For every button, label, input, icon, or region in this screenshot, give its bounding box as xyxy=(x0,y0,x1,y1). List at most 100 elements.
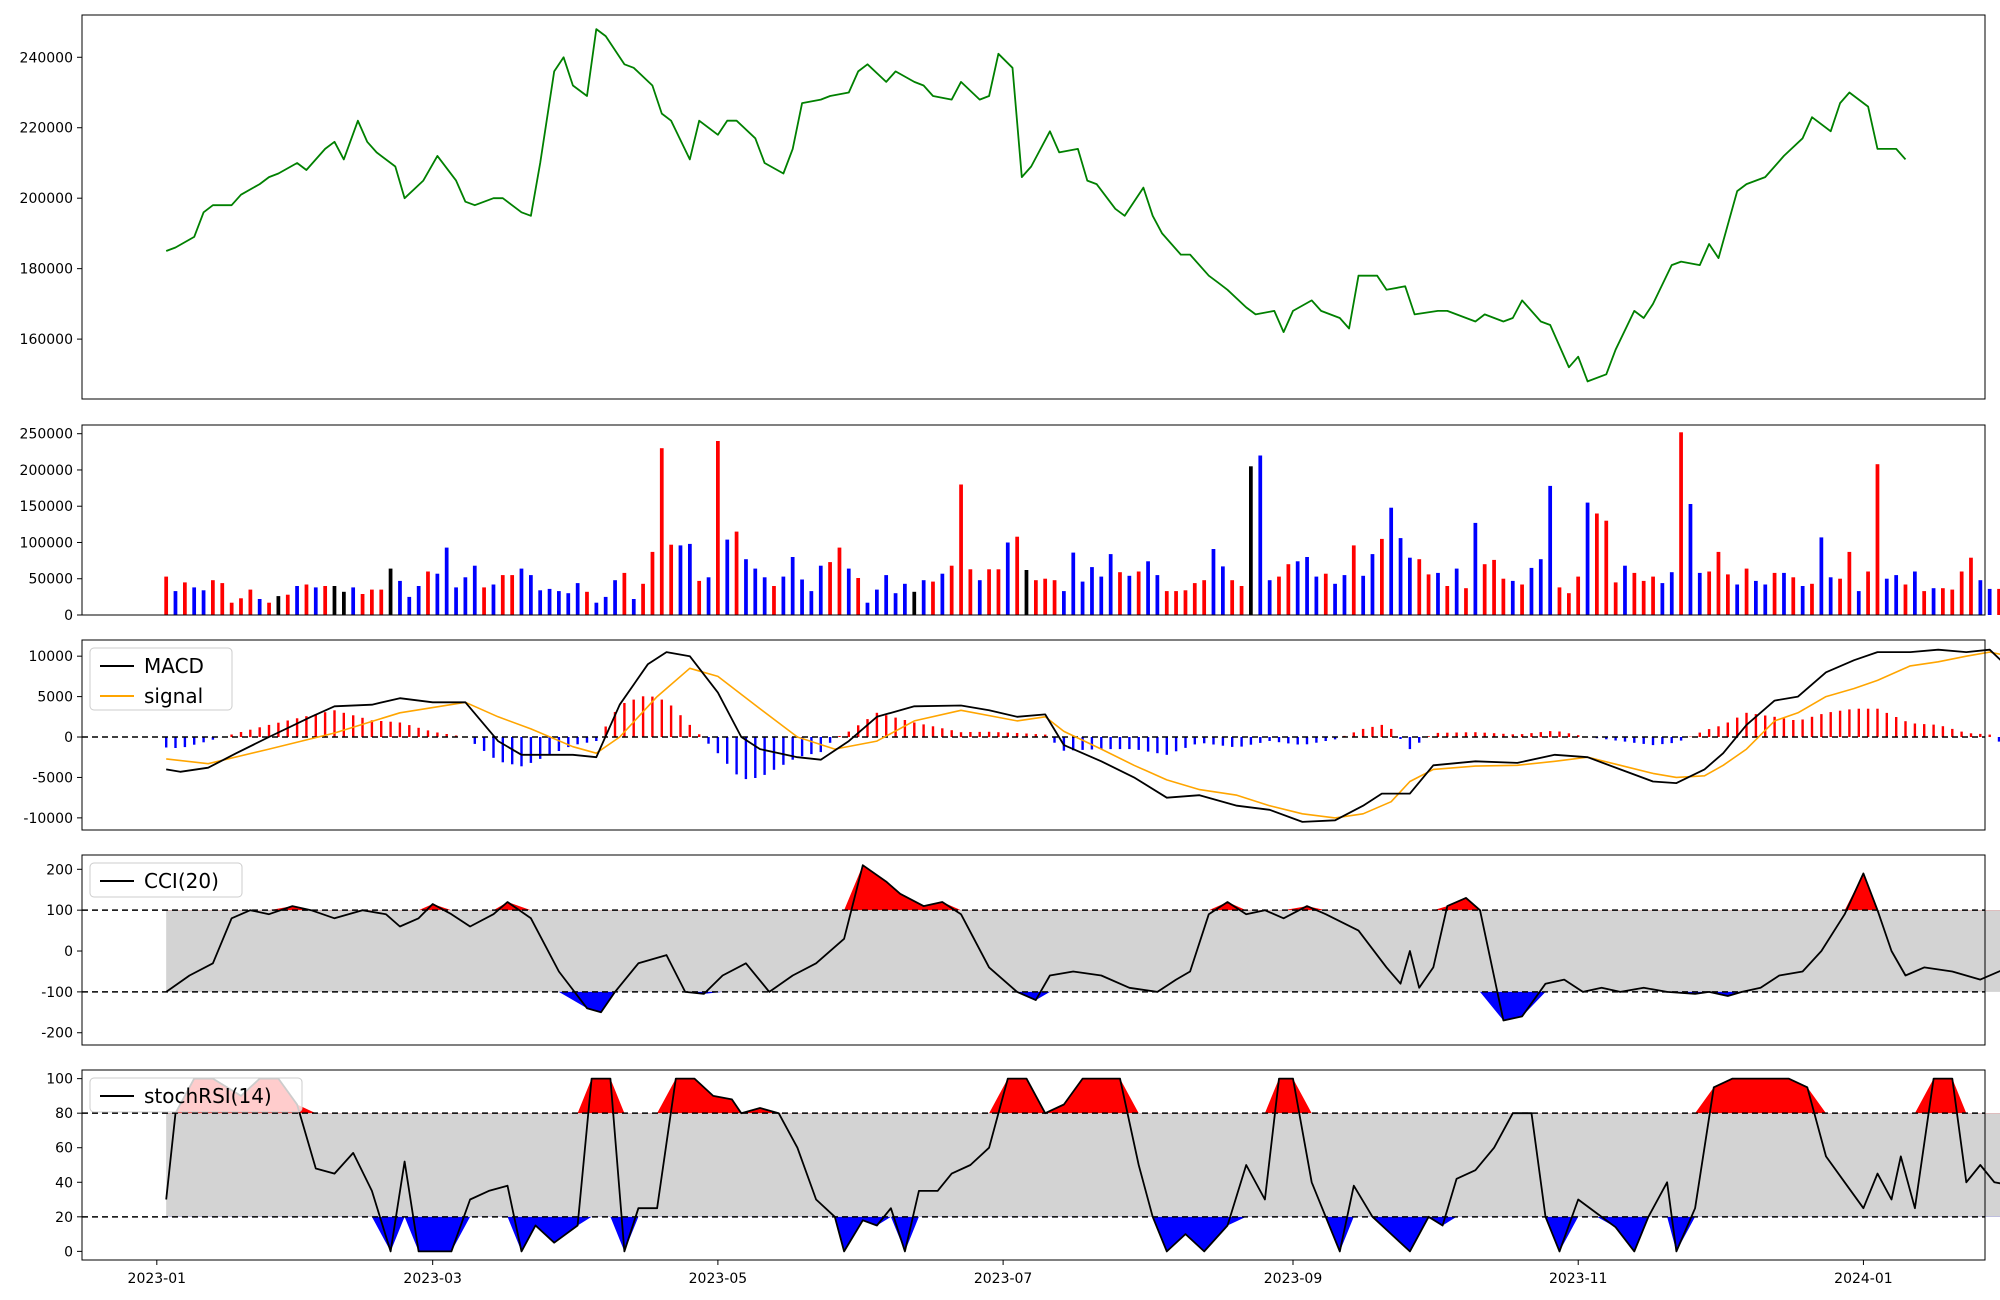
macd-histogram-bar xyxy=(1848,709,1851,737)
macd-histogram-bar xyxy=(174,737,177,748)
macd-histogram-bar xyxy=(913,722,916,738)
macd-histogram-bar xyxy=(959,732,963,738)
volume-bar xyxy=(1697,572,1702,615)
macd-histogram-bar xyxy=(426,730,430,737)
macd-histogram-bar xyxy=(1156,737,1159,754)
volume-bar xyxy=(622,572,627,615)
macd-histogram-bar xyxy=(398,722,402,738)
macd-histogram-bar xyxy=(604,726,607,737)
volume-bar xyxy=(304,584,309,615)
macd-histogram-bar xyxy=(1118,737,1122,750)
macd-histogram-bar xyxy=(557,737,561,751)
macd-histogram-bar xyxy=(941,728,944,737)
volume-bar xyxy=(697,580,702,615)
volume-bar xyxy=(650,551,655,615)
macd-histogram-bar xyxy=(782,737,785,765)
macd-histogram-bar xyxy=(772,737,776,770)
macd-histogram-bar xyxy=(1146,737,1150,752)
volume-bar xyxy=(510,575,515,615)
price-ytick-label: 220000 xyxy=(20,121,73,137)
macd-histogram-bar xyxy=(1212,737,1215,745)
volume-bar xyxy=(1090,567,1094,615)
volume-bar xyxy=(1024,570,1029,615)
volume-bar xyxy=(706,577,711,615)
volume-bar xyxy=(1913,571,1917,615)
macd-histogram-bar xyxy=(1829,712,1832,737)
volume-bar xyxy=(398,580,402,615)
macd-histogram-bar xyxy=(1736,717,1739,737)
cci-legend-box xyxy=(89,862,243,898)
volume-bar xyxy=(1819,537,1824,615)
volume-bar xyxy=(1492,559,1496,615)
volume-bar xyxy=(1286,564,1291,615)
price-ytick-label: 180000 xyxy=(20,262,73,278)
macd-histogram-bar xyxy=(1081,737,1084,750)
volume-bar xyxy=(360,594,365,615)
volume-bar xyxy=(1754,580,1758,615)
macd-histogram-bar xyxy=(866,719,869,738)
macd-histogram-bar xyxy=(249,729,252,738)
volume-bar xyxy=(1856,591,1861,615)
macd-histogram-bar xyxy=(1782,718,1786,737)
volume-bar xyxy=(1501,578,1506,615)
cci-ytick-label: 200 xyxy=(46,862,73,878)
stochrsi-ytick-label: 0 xyxy=(64,1244,73,1260)
macd-histogram-bar xyxy=(576,737,579,745)
macd-histogram-bar xyxy=(1427,736,1430,737)
volume-bar xyxy=(229,602,234,615)
volume-bar xyxy=(1043,578,1048,615)
volume-bar xyxy=(1380,538,1384,615)
macd-histogram-bar xyxy=(342,712,345,737)
macd-histogram-bar xyxy=(1399,737,1402,739)
stochrsi-panel: 0 20 40 60 80 100 stochRSI(14) xyxy=(46,1069,2000,1261)
macd-histogram-bar xyxy=(1044,734,1047,737)
volume-bar xyxy=(211,580,215,615)
volume-bar xyxy=(1211,549,1216,615)
macd-histogram-bar xyxy=(595,737,598,741)
macd-histogram-bar xyxy=(1446,732,1449,737)
volume-bar xyxy=(790,557,795,615)
macd-ytick-label: 5000 xyxy=(37,690,73,706)
volume-bar xyxy=(1557,587,1562,615)
volume-bar xyxy=(613,580,617,615)
cci-panel: -200 -100 0 100 200 CCI(20) xyxy=(41,854,2000,1046)
volume-bar xyxy=(1071,552,1076,615)
volume-bar xyxy=(1062,591,1066,615)
volume-bar xyxy=(1183,590,1188,615)
volume-bar xyxy=(1669,572,1674,615)
macd-histogram-bar xyxy=(1361,728,1365,737)
macd-histogram-bar xyxy=(1418,737,1421,743)
stochrsi-ytick-label: 20 xyxy=(55,1210,73,1226)
macd-histogram-bar xyxy=(1184,737,1187,748)
volume-bar xyxy=(1052,580,1057,615)
macd-histogram-bar xyxy=(1726,722,1729,738)
volume-bar xyxy=(1192,583,1197,615)
macd-histogram-bar xyxy=(1651,737,1655,746)
macd-histogram-bar xyxy=(1698,732,1701,737)
macd-histogram-bar xyxy=(1053,737,1056,743)
macd-histogram-bar xyxy=(1025,733,1028,737)
volume-bar xyxy=(519,568,524,615)
x-tick-label: 2023-11 xyxy=(1549,1271,1608,1287)
volume-bar xyxy=(931,581,935,615)
volume-bar xyxy=(1735,584,1740,615)
macd-histogram-bar xyxy=(894,717,897,737)
macd-histogram-bar xyxy=(1810,716,1814,737)
macd-histogram-bar xyxy=(1474,732,1477,738)
macd-histogram-bar xyxy=(1174,737,1178,752)
volume-bar xyxy=(1538,559,1543,615)
macd-histogram-bar xyxy=(408,725,411,737)
volume-bar xyxy=(585,591,589,615)
volume-bar xyxy=(1464,588,1468,615)
macd-histogram-bar xyxy=(754,737,757,778)
price-line xyxy=(165,28,1907,383)
x-tick-label: 2023-09 xyxy=(1264,1271,1323,1287)
macd-histogram-bar xyxy=(211,737,215,740)
macd-ytick-label: -10000 xyxy=(23,811,73,827)
cci-legend: CCI(20) xyxy=(89,862,243,898)
volume-bar xyxy=(1127,575,1132,615)
macd-histogram-bar xyxy=(1324,737,1327,741)
macd-histogram-bar xyxy=(1137,737,1140,750)
macd-histogram-bar xyxy=(352,715,355,737)
volume-bar xyxy=(491,584,496,615)
